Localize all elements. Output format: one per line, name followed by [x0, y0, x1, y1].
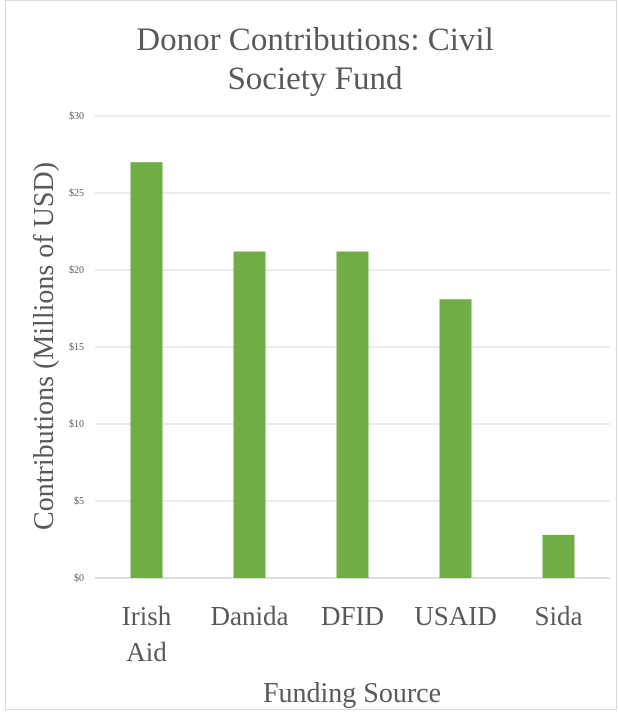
y-tick-label: $30	[69, 111, 84, 122]
x-tick-label: USAID	[414, 601, 497, 631]
bar-usaid	[439, 299, 472, 578]
chart-title: Donor Contributions: Civil Society Fund	[136, 22, 494, 97]
x-tick-label: Irish Aid	[122, 601, 172, 667]
bar-danida	[233, 251, 266, 578]
y-tick-label: $25	[69, 188, 84, 199]
x-tick-label: Sida	[534, 601, 582, 631]
y-tick-label: $15	[69, 342, 84, 353]
bar-irish-aid	[130, 162, 163, 578]
x-tick-label: Danida	[211, 601, 289, 631]
chart-title-line-1: Donor Contributions: Civil	[136, 22, 494, 58]
y-tick-label: $5	[74, 496, 84, 507]
y-tick-label: $20	[69, 265, 84, 276]
bar-dfid	[336, 251, 369, 578]
y-tick-label: $0	[74, 573, 84, 584]
chart-title-line-2: Society Fund	[227, 61, 403, 97]
bars	[130, 162, 575, 578]
y-axis-title: Contributions (Millions of USD)	[29, 162, 60, 530]
y-axis-tick-labels: $0 $5 $10 $15 $20 $25 $30	[69, 111, 84, 584]
bar-sida	[542, 534, 575, 578]
chart-frame	[5, 0, 617, 710]
y-tick-label: $10	[69, 419, 84, 430]
x-axis-category-labels: Irish Aid Danida DFID USAID Sida	[122, 601, 583, 667]
x-axis-title: Funding Source	[263, 678, 441, 709]
x-tick-label: DFID	[321, 601, 384, 631]
